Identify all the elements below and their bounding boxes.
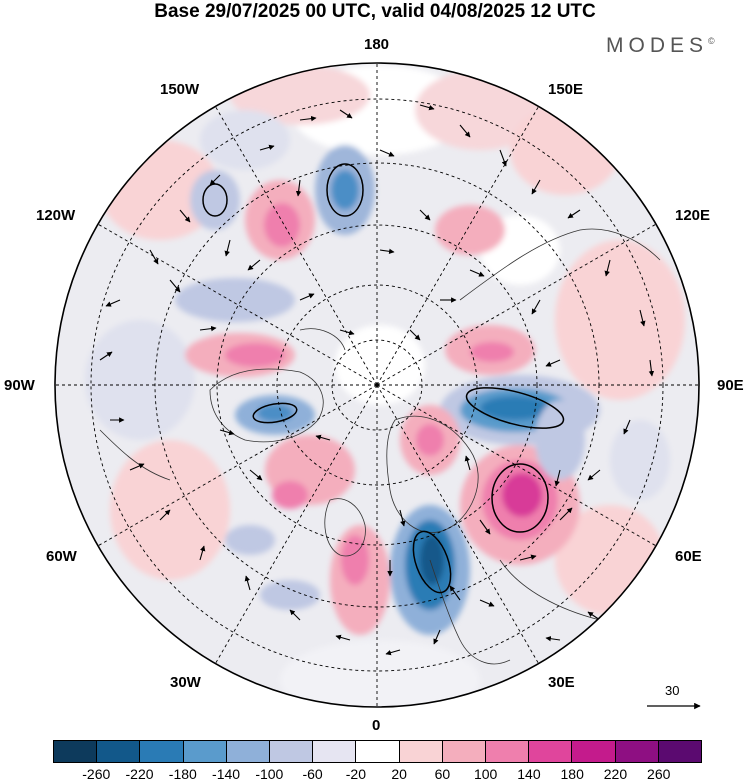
colorbar-segment [355,741,399,762]
lon-label-150w: 150W [160,81,200,98]
lon-label-150e: 150E [548,81,584,98]
field-layer [55,63,699,707]
lon-label-0: 0 [372,717,381,734]
brand-copyright-mark: © [708,36,715,46]
colorbar-segment [528,741,572,762]
colorbar-tick-label: 100 [473,766,498,782]
lon-label-120w: 120W [36,207,76,224]
colorbar-segment [182,741,226,762]
colorbar-tick-label: 60 [434,766,451,782]
lon-label-90w: 90W [4,377,35,394]
colorbar-segment [54,741,97,762]
colorbar-tick-label: -100 [255,766,284,782]
colorbar [53,740,702,763]
colorbar-tick-label: 260 [647,766,671,782]
colorbar-tick-label: -220 [125,766,154,782]
colorbar-tick-label: -20 [345,766,366,782]
map-boundary [54,62,700,708]
lon-label-30e: 30E [548,674,575,691]
lon-label-60e: 60E [675,548,702,565]
graticule [55,63,699,707]
colorbar-segment [269,741,313,762]
colorbar-segment [312,741,356,762]
colorbar-tick-label: -180 [168,766,197,782]
reference-vector-label: 30 [665,683,680,698]
colorbar-segment [398,741,442,762]
colorbar-tick-label: 220 [603,766,628,782]
colorbar-segment [225,741,270,762]
map-title: Base 29/07/2025 00 UTC, valid 04/08/2025… [154,1,596,22]
colorbar-segment [96,741,140,762]
colorbar-tick-label: 20 [391,766,407,782]
wind-vectors [99,104,655,656]
lon-label-60w: 60W [46,548,77,565]
brand-name: MODES [606,34,709,57]
colorbar-segment [614,741,658,762]
colorbar-segment [657,741,702,762]
colorbar-segment [485,741,529,762]
colorbar-tick-label: -60 [302,766,323,782]
colorbar-segment [441,741,486,762]
contours [202,163,565,594]
colorbar-segment [139,741,183,762]
lon-label-90e: 90E [717,377,744,394]
colorbar-tick-label: 180 [560,766,584,782]
lon-label-180: 180 [364,36,390,53]
colorbar-tick-label: -140 [212,766,241,782]
colorbar-tick-label: -260 [82,766,111,782]
lon-label-120e: 120E [675,207,711,224]
colorbar-segment [571,741,615,762]
brand-logo: MODES© [606,34,715,58]
lon-label-30w: 30W [170,674,201,691]
colorbar-tick-label: 140 [517,766,541,782]
